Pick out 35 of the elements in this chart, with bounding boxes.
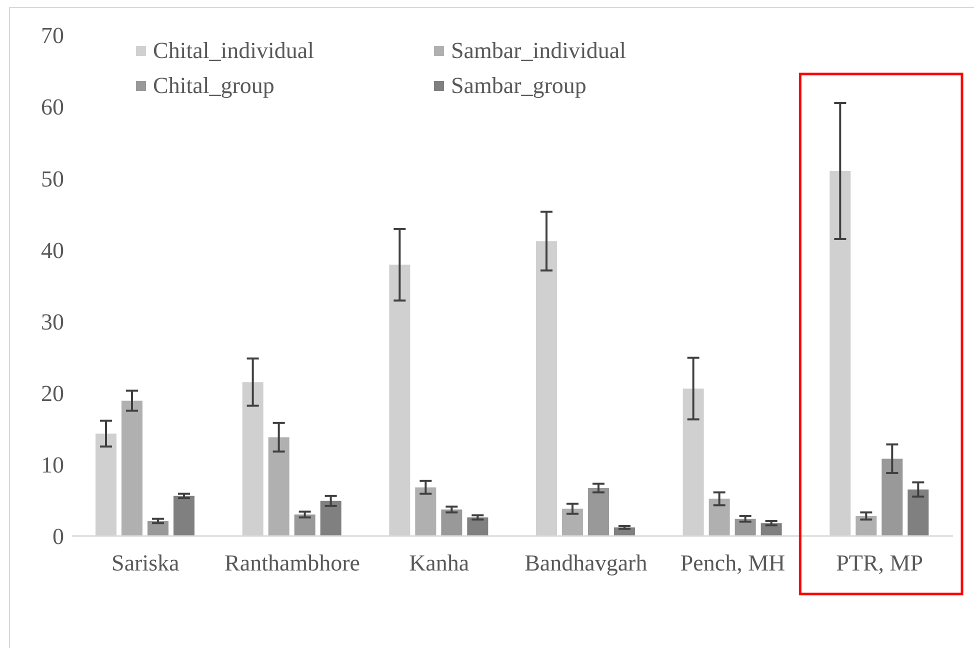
- y-tick-label: 10: [41, 452, 64, 478]
- bar: [147, 520, 168, 536]
- x-tick-label: Kanha: [409, 550, 470, 576]
- legend-label: Sambar_individual: [451, 38, 626, 64]
- y-tick-label: 30: [41, 309, 64, 334]
- bar: [415, 487, 436, 536]
- bar: [121, 400, 142, 536]
- x-tick-label: Sariska: [112, 550, 180, 576]
- y-tick-label: 50: [41, 166, 64, 192]
- x-tick-label: Bandhavgarh: [524, 550, 648, 576]
- bar: [320, 500, 342, 536]
- bar: [294, 514, 316, 536]
- bar: [708, 498, 730, 536]
- legend-label: Sambar_group: [451, 72, 586, 98]
- bar: [441, 510, 462, 536]
- y-tick-label: 60: [41, 94, 64, 120]
- x-tick-label: Ranthambhore: [224, 550, 360, 576]
- bar: [173, 496, 194, 536]
- bar: [734, 518, 756, 536]
- y-tick-label: 0: [52, 524, 64, 550]
- x-tick-label: PTR, MP: [836, 550, 924, 576]
- bar: [882, 458, 903, 536]
- bar: [588, 488, 609, 536]
- bar: [760, 523, 782, 536]
- x-tick-label: Pench, MH: [680, 550, 786, 576]
- bar: [856, 516, 877, 536]
- bar: [562, 508, 583, 536]
- bar: [268, 437, 290, 536]
- legend-label: Chital_individual: [153, 38, 314, 64]
- y-tick-label: 20: [41, 381, 64, 406]
- y-tick-label: 70: [41, 23, 64, 48]
- bar: [908, 489, 929, 536]
- bar: [467, 517, 488, 536]
- y-tick-label: 40: [41, 238, 64, 263]
- legend-label: Chital_group: [153, 72, 274, 98]
